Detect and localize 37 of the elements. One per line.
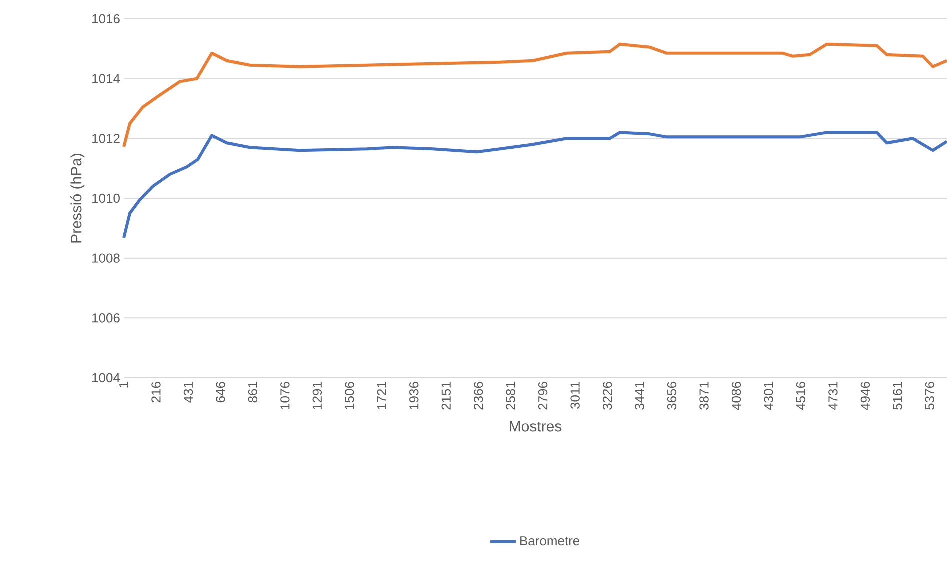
x-tick-label: 4731 [828,382,838,410]
x-tick-label: 2796 [538,382,548,410]
x-tick-label: 2581 [506,382,516,410]
x-tick-label: 3011 [570,382,580,409]
x-tick-label: 1936 [410,382,419,410]
x-tick-label: 3656 [667,382,677,410]
x-tick-label: 861 [248,382,258,403]
line-series [122,42,947,149]
x-tick-label: 2151 [442,382,451,410]
legend-label: Barometre [520,536,580,546]
x-tick-label: 1076 [280,382,290,410]
x-tick-label: 3441 [635,382,644,410]
x-tick-label: 1 [120,382,128,388]
y-tick-label: 1006 [92,314,120,323]
y-tick-label: 1008 [92,254,120,263]
y-tick-label: 1016 [92,14,120,24]
x-tick-label: 4301 [764,382,774,410]
x-tick-label: 5161 [893,382,902,410]
x-tick-label: 4946 [860,382,870,410]
x-tick-label: 3226 [602,382,612,410]
x-tick-label: 2366 [474,382,484,410]
y-axis-title: Pressió (hPa) [70,154,85,243]
x-tick-label: 4086 [732,382,742,410]
x-tick-label: 1506 [345,382,354,410]
x-tick-label: 3871 [700,382,709,410]
x-tick-label: 431 [184,382,194,403]
x-tick-label: 1721 [377,382,386,410]
x-tick-label: 646 [216,382,226,403]
x-tick-label: 4516 [796,382,806,410]
x-tick-label: 5376 [925,382,935,410]
y-tick-label: 1012 [92,134,120,144]
x-axis-title: Mostres [510,421,562,432]
x-tick-label: 216 [152,382,161,403]
x-tick-label: 1291 [312,382,322,410]
y-tick-label: 1014 [92,74,120,84]
y-tick-label: 1010 [92,194,120,204]
y-tick-label: 1004 [92,373,120,383]
